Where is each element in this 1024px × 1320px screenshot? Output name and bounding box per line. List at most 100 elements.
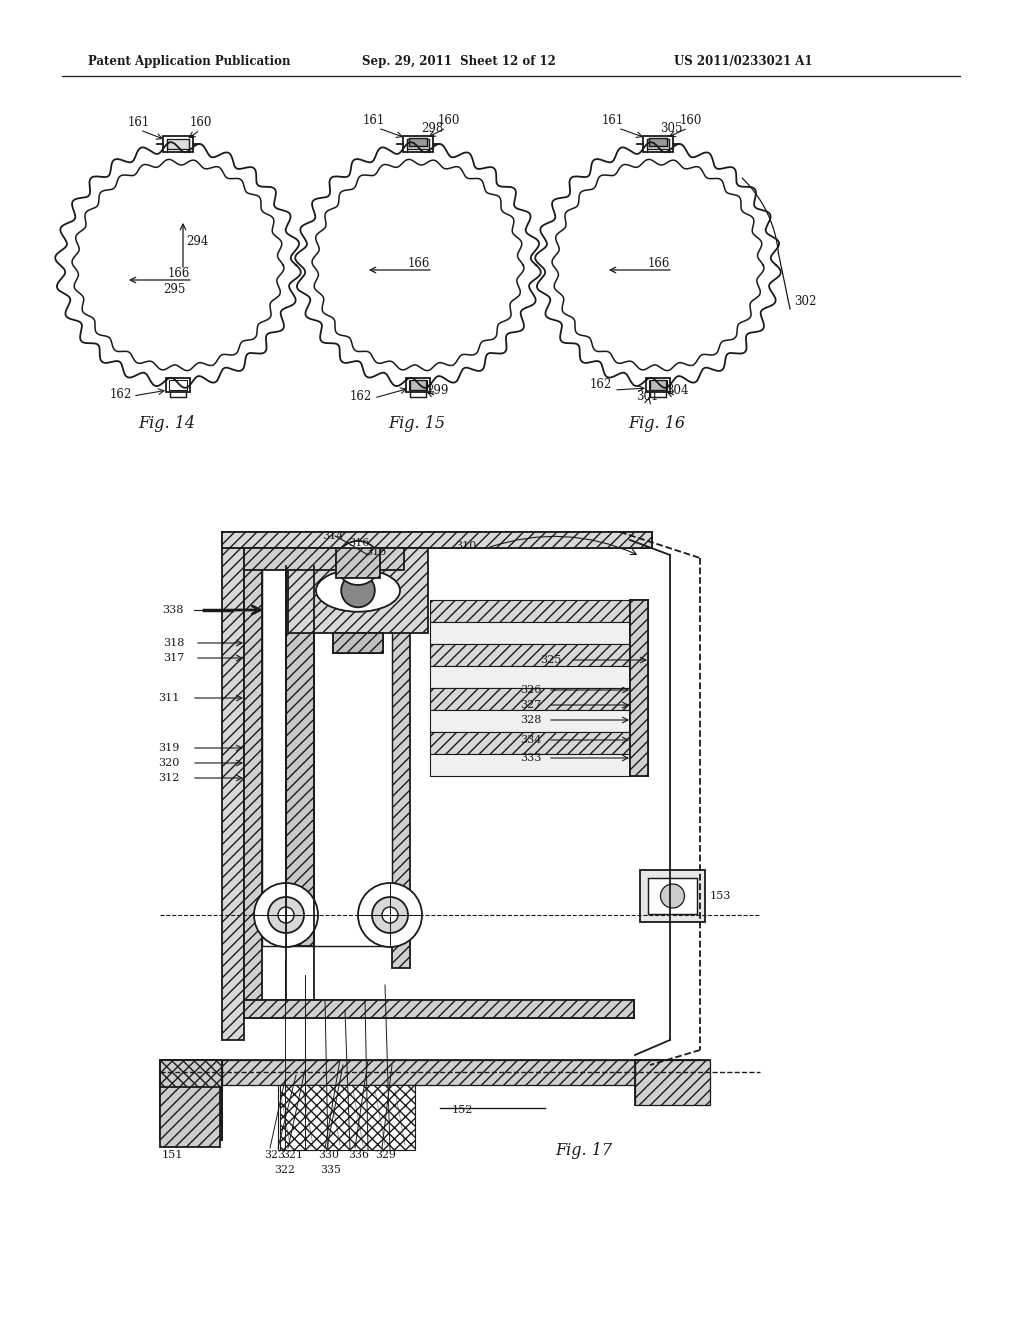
Text: 302: 302 [794,294,816,308]
Text: 298: 298 [421,121,443,135]
Bar [650,380,666,389]
Text: Fig. 15: Fig. 15 [388,414,445,432]
Bar [336,548,380,578]
Text: 317: 317 [163,653,184,663]
Text: 161: 161 [602,114,625,127]
Text: 152: 152 [452,1105,473,1115]
Bar [630,601,648,776]
Text: 295: 295 [163,282,185,296]
Text: 330: 330 [318,1150,339,1160]
Text: 153: 153 [710,891,731,902]
Bar [430,733,630,754]
Bar [373,1085,387,1150]
Bar [430,601,630,622]
Text: 151: 151 [162,1150,183,1160]
Bar [160,1086,220,1147]
Text: 318: 318 [163,638,184,648]
Text: 322: 322 [274,1166,295,1175]
Circle shape [372,898,408,933]
Text: Patent Application Publication: Patent Application Publication [88,55,291,69]
Text: 304: 304 [666,384,688,397]
Bar [301,1085,315,1150]
Bar [393,1085,407,1150]
Text: 162: 162 [350,389,373,403]
Bar [351,1085,365,1150]
Text: 326: 326 [520,685,542,696]
Text: 321: 321 [282,1150,303,1160]
Text: 323: 323 [264,1150,285,1160]
Text: 166: 166 [648,257,671,271]
Bar [430,688,630,710]
Bar [244,548,262,1001]
Bar [649,139,667,147]
Bar [166,378,190,392]
Bar [643,136,673,152]
Bar [630,601,648,776]
Circle shape [278,907,294,923]
Bar [244,1001,634,1018]
Bar [635,1060,710,1105]
Text: 305: 305 [660,121,683,135]
Text: 299: 299 [426,384,449,397]
Text: 311: 311 [158,693,179,704]
Bar [406,378,430,392]
Bar [222,540,244,1040]
Bar [333,634,383,653]
Bar [430,710,630,733]
Bar [430,622,630,644]
Circle shape [268,898,304,933]
Text: 160: 160 [680,114,702,127]
Text: 314: 314 [322,531,343,541]
Text: 162: 162 [590,378,612,391]
Text: 325: 325 [540,655,561,665]
Text: US 2011/0233021 A1: US 2011/0233021 A1 [674,55,812,69]
Bar [167,139,189,149]
Text: Fig. 14: Fig. 14 [138,414,195,432]
Bar [649,380,667,389]
Text: 338: 338 [162,605,183,615]
Bar [647,139,669,149]
Text: 335: 335 [319,1166,341,1175]
Text: Fig. 17: Fig. 17 [555,1142,612,1159]
Bar [244,548,404,570]
Circle shape [382,907,398,923]
Bar [407,139,429,149]
Text: 315: 315 [365,546,386,557]
Text: 319: 319 [158,743,179,752]
Bar [262,566,392,946]
Text: 320: 320 [158,758,179,768]
Bar [430,644,630,667]
Bar [286,566,314,946]
Ellipse shape [316,569,400,611]
Bar [244,1001,634,1018]
Text: Fig. 16: Fig. 16 [628,414,685,432]
Bar [430,667,630,688]
Bar [169,380,187,389]
Bar [333,634,383,653]
Circle shape [358,883,422,946]
Circle shape [254,883,318,946]
Text: 301: 301 [636,389,658,403]
Bar [635,1060,710,1105]
Text: 294: 294 [186,235,208,248]
Circle shape [341,574,375,607]
Text: 160: 160 [190,116,212,129]
Bar [409,380,427,389]
Text: 312: 312 [158,774,179,783]
Bar [222,532,652,548]
Circle shape [660,884,684,908]
Bar [222,532,652,548]
Text: 329: 329 [375,1150,396,1160]
Bar [430,754,630,776]
Text: 161: 161 [362,114,385,127]
Bar [646,378,670,392]
Bar [392,548,410,968]
Text: 334: 334 [520,735,542,744]
Bar [160,1060,222,1140]
Bar [288,548,428,634]
Bar [244,548,410,566]
Text: 161: 161 [128,116,151,129]
Text: 328: 328 [520,715,542,725]
Bar [409,139,427,147]
Text: 160: 160 [438,114,461,127]
